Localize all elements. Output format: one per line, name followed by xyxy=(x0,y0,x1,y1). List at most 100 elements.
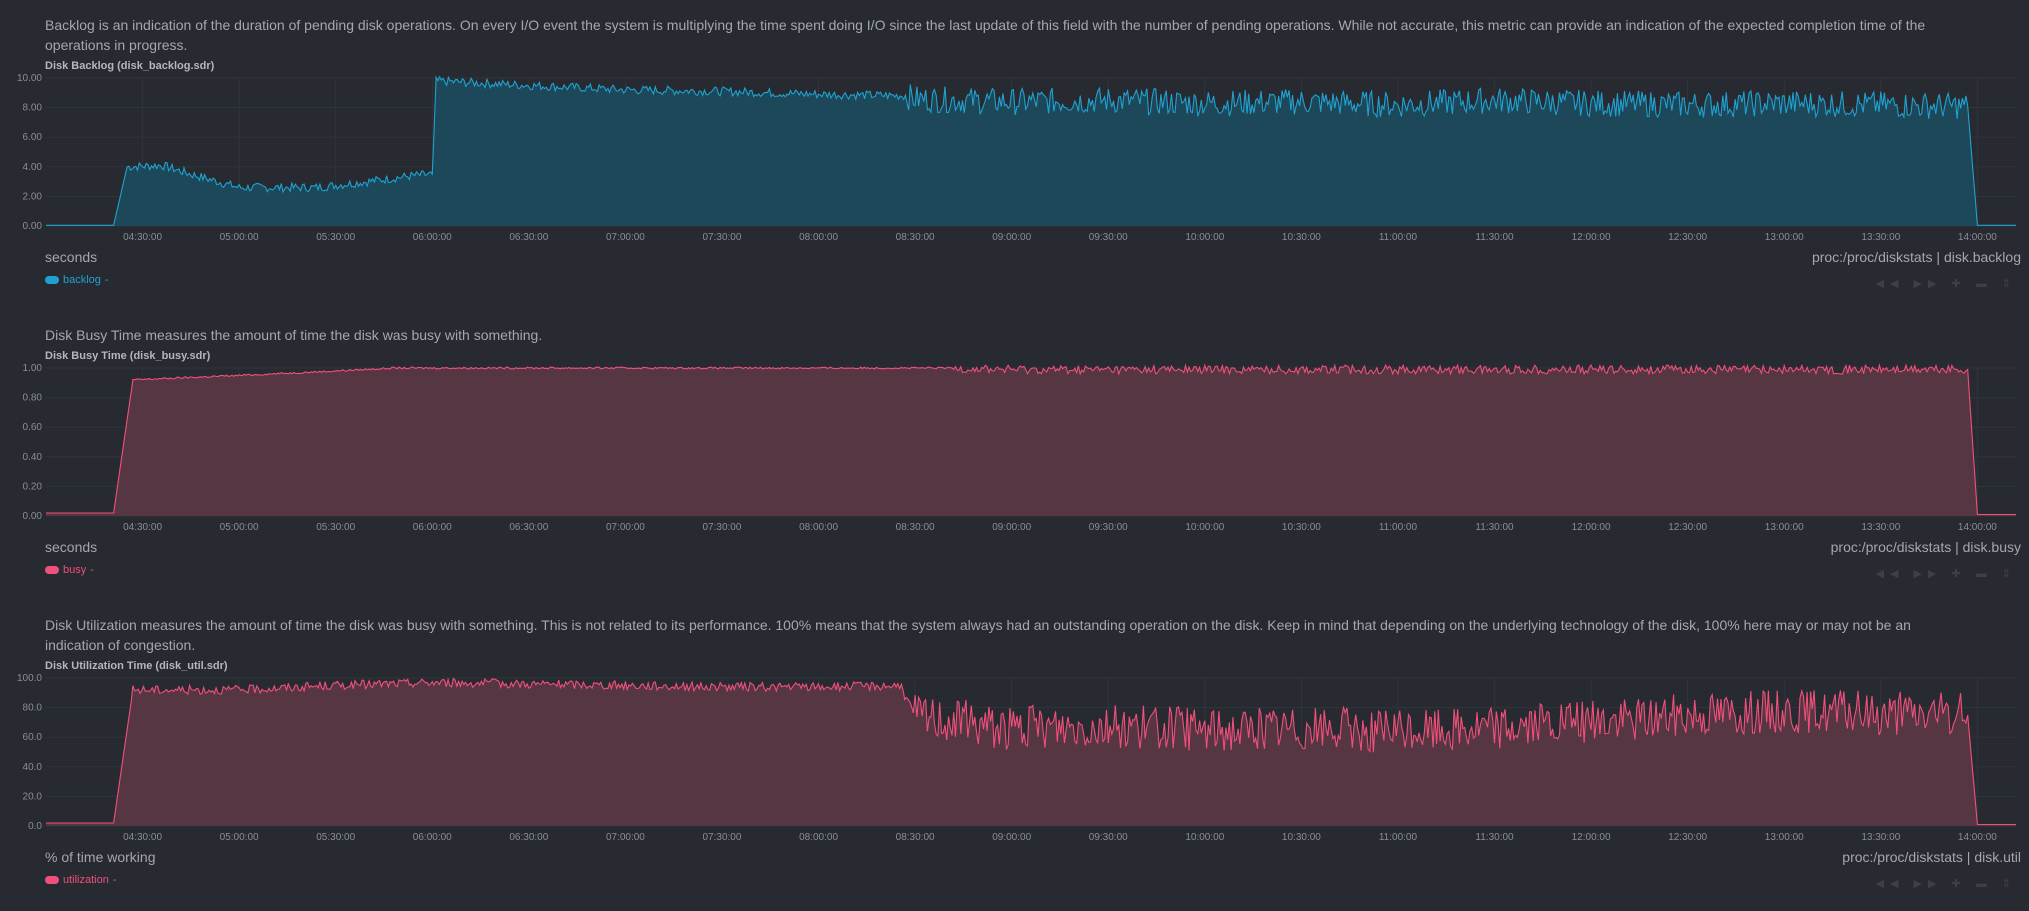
legend-color-swatch xyxy=(45,566,59,574)
legend-value: - xyxy=(90,564,94,576)
y-tick-label: 4.00 xyxy=(23,162,43,173)
x-tick-label: 06:00:00 xyxy=(413,232,452,243)
x-tick-label: 09:00:00 xyxy=(992,522,1031,533)
x-tick-label: 09:30:00 xyxy=(1089,522,1128,533)
x-tick-label: 13:00:00 xyxy=(1765,232,1804,243)
x-tick-label: 08:30:00 xyxy=(896,232,935,243)
x-tick-label: 06:30:00 xyxy=(509,832,548,843)
x-tick-label: 12:30:00 xyxy=(1668,522,1707,533)
series-line-utilization xyxy=(46,677,2016,826)
chart-title: Disk Busy Time (disk_busy.sdr) xyxy=(45,350,211,362)
x-tick-label: 07:30:00 xyxy=(703,232,742,243)
chart-context: proc:/proc/diskstats | disk.backlog xyxy=(1811,249,2021,265)
series-area-busy xyxy=(46,365,2016,516)
legend-label: utilization xyxy=(63,874,109,886)
x-tick-label: 12:00:00 xyxy=(1572,832,1611,843)
x-tick-label: 07:00:00 xyxy=(606,832,645,843)
chart-toolbar[interactable]: ◀◀ ▶▶ ✚ ▬ ⇕ xyxy=(1875,878,2017,890)
legend-item-busy[interactable]: busy - xyxy=(45,564,94,576)
y-tick-label: 0.40 xyxy=(23,452,43,463)
legend-color-swatch xyxy=(45,276,59,284)
x-tick-label: 08:30:00 xyxy=(896,832,935,843)
y-tick-label: 1.00 xyxy=(23,363,43,374)
series-area-utilization xyxy=(46,678,2016,826)
backlog-chart[interactable]: 0.00 2.00 4.00 6.00 8.00 10.00 04:30:00 05:00:0… xyxy=(0,70,2029,245)
series-line-backlog xyxy=(46,75,2016,226)
y-tick-label: 0.60 xyxy=(23,422,43,433)
x-tick-label: 07:30:00 xyxy=(703,832,742,843)
x-tick-label: 14:00:00 xyxy=(1958,232,1997,243)
legend-value: - xyxy=(112,874,117,886)
y-tick-label: 100.0 xyxy=(17,673,42,684)
x-tick-label: 05:00:00 xyxy=(220,232,259,243)
x-tick-label: 12:00:00 xyxy=(1572,522,1611,533)
chart-title: Disk Backlog (disk_backlog.sdr) xyxy=(45,60,215,72)
x-tick-label: 11:30:00 xyxy=(1475,232,1514,243)
y-tick-label: 0.80 xyxy=(23,393,43,404)
x-tick-label: 10:30:00 xyxy=(1282,832,1321,843)
chart-description: Backlog is an indication of the duration… xyxy=(45,17,1926,53)
legend-color-swatch xyxy=(45,876,59,884)
x-tick-label: 07:00:00 xyxy=(606,522,645,533)
legend-item-backlog[interactable]: backlog - xyxy=(45,274,109,286)
chart-description: Disk Utilization measures the amount of … xyxy=(45,617,1911,653)
x-tick-label: 05:00:00 xyxy=(220,832,259,843)
x-tick-label: 10:00:00 xyxy=(1185,832,1224,843)
x-tick-label: 13:00:00 xyxy=(1765,832,1804,843)
y-tick-label: 0.00 xyxy=(23,221,43,232)
legend-label: busy xyxy=(63,564,87,576)
x-tick-label: 05:00:00 xyxy=(220,522,259,533)
x-tick-label: 10:30:00 xyxy=(1282,232,1321,243)
x-tick-label: 10:00:00 xyxy=(1185,232,1224,243)
x-tick-label: 09:00:00 xyxy=(992,232,1031,243)
units-label: seconds xyxy=(45,539,98,555)
x-tick-label: 10:00:00 xyxy=(1185,522,1224,533)
chart-toolbar[interactable]: ◀◀ ▶▶ ✚ ▬ ⇕ xyxy=(1875,568,2017,580)
y-tick-label: 0.00 xyxy=(23,511,43,522)
x-tick-label: 11:00:00 xyxy=(1379,232,1418,243)
chart-context: proc:/proc/diskstats | disk.busy xyxy=(1830,539,2021,555)
x-tick-label: 13:30:00 xyxy=(1861,832,1900,843)
x-tick-label: 11:30:00 xyxy=(1475,522,1514,533)
busy-chart[interactable]: 0.00 0.20 0.40 0.60 0.80 1.00 04:30:00 05:00:00… xyxy=(0,360,2029,535)
y-tick-label: 8.00 xyxy=(23,103,43,114)
x-tick-label: 09:30:00 xyxy=(1089,232,1128,243)
x-tick-label: 14:00:00 xyxy=(1958,832,1997,843)
y-tick-label: 80.0 xyxy=(23,703,43,714)
chart-toolbar[interactable]: ◀◀ ▶▶ ✚ ▬ ⇕ xyxy=(1875,278,2017,290)
x-tick-label: 06:00:00 xyxy=(413,522,452,533)
x-tick-label: 05:30:00 xyxy=(316,232,355,243)
x-tick-label: 04:30:00 xyxy=(123,522,162,533)
x-tick-label: 06:00:00 xyxy=(413,832,452,843)
x-tick-label: 05:30:00 xyxy=(316,522,355,533)
x-tick-label: 07:00:00 xyxy=(606,232,645,243)
x-tick-label: 09:30:00 xyxy=(1089,832,1128,843)
x-tick-label: 08:30:00 xyxy=(896,522,935,533)
series-area-backlog xyxy=(46,76,2016,226)
x-tick-label: 07:30:00 xyxy=(703,522,742,533)
x-tick-label: 08:00:00 xyxy=(799,232,838,243)
units-label: seconds xyxy=(45,249,98,265)
x-tick-label: 13:30:00 xyxy=(1861,232,1900,243)
y-tick-label: 60.0 xyxy=(23,732,43,743)
legend-label: backlog xyxy=(63,274,101,286)
utilization-chart[interactable]: 0.0 20.0 40.0 60.0 80.0 100.0 04:30:00 05:00:00… xyxy=(0,670,2029,845)
y-tick-label: 0.20 xyxy=(23,481,43,492)
x-tick-label: 12:30:00 xyxy=(1668,232,1707,243)
y-tick-label: 20.0 xyxy=(23,791,43,802)
x-tick-label: 13:00:00 xyxy=(1765,522,1804,533)
x-tick-label: 04:30:00 xyxy=(123,232,162,243)
x-tick-label: 11:30:00 xyxy=(1475,832,1514,843)
x-tick-label: 11:00:00 xyxy=(1379,832,1418,843)
x-tick-label: 11:00:00 xyxy=(1379,522,1418,533)
x-tick-label: 14:00:00 xyxy=(1958,522,1997,533)
x-tick-label: 12:00:00 xyxy=(1572,232,1611,243)
x-tick-label: 08:00:00 xyxy=(799,832,838,843)
x-tick-label: 04:30:00 xyxy=(123,832,162,843)
x-tick-label: 10:30:00 xyxy=(1282,522,1321,533)
legend-item-utilization[interactable]: utilization - xyxy=(45,874,117,886)
x-tick-label: 08:00:00 xyxy=(799,522,838,533)
chart-title: Disk Utilization Time (disk_util.sdr) xyxy=(45,660,228,672)
x-tick-label: 13:30:00 xyxy=(1861,522,1900,533)
